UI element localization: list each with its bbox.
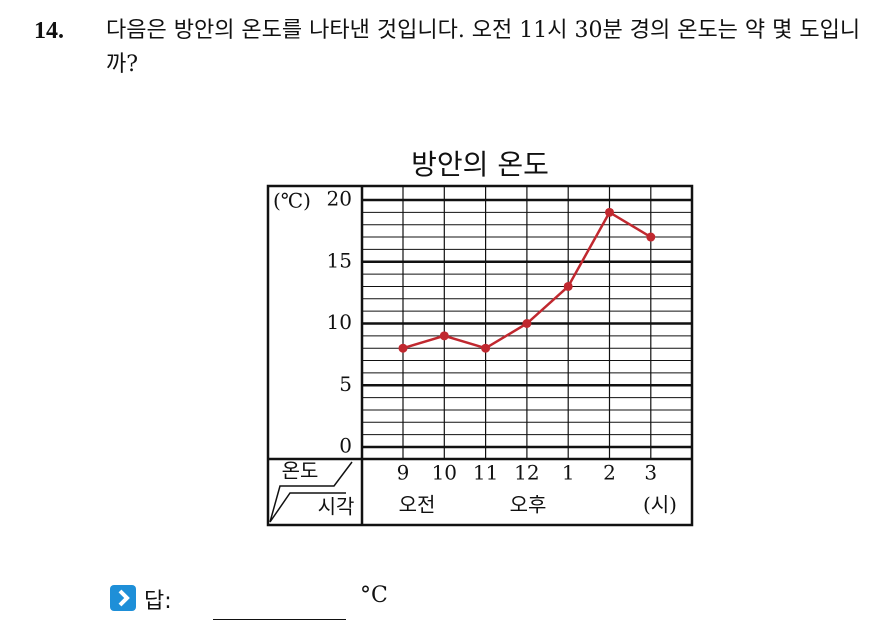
chart-title: 방안의 온도: [411, 148, 549, 181]
point: [605, 207, 614, 217]
answer-icon: [110, 585, 136, 611]
point: [398, 343, 408, 353]
answer-label: 답:: [144, 589, 172, 614]
x-tick-label: 3: [644, 461, 657, 485]
point: [439, 331, 449, 341]
x-tick-label: 1: [562, 461, 575, 485]
y-tick-label: 5: [339, 372, 352, 396]
corner-bottom: 시각: [318, 495, 355, 519]
y-unit: (℃): [273, 189, 311, 213]
period-label: (시): [643, 493, 677, 517]
y-tick-label: 15: [327, 248, 352, 272]
corner-slash: [269, 461, 353, 523]
x-tick-label: 2: [603, 461, 616, 485]
corner-top: 온도: [282, 459, 319, 483]
point: [646, 232, 656, 242]
x-tick-label: 10: [432, 461, 457, 485]
point: [563, 281, 573, 291]
answer-blank: [213, 619, 346, 620]
x-tick-label: 9: [397, 461, 410, 485]
y-tick-label: 20: [327, 187, 352, 211]
x-tick-label: 11: [473, 461, 498, 485]
y-tick-label: 0: [339, 434, 352, 458]
question-number: 14.: [34, 18, 64, 44]
y-tick-label: 10: [327, 310, 352, 334]
x-tick-label: 12: [514, 461, 539, 485]
point: [481, 343, 491, 353]
question-text: 다음은 방안의 온도를 나타낸 것입니다. 오전 11시 30분 경의 온도는 …: [106, 18, 861, 77]
point: [522, 319, 532, 328]
period-label: 오후: [510, 493, 547, 517]
answer-unit: °C: [360, 583, 388, 608]
frame: [266, 184, 694, 527]
period-label: 오전: [399, 493, 436, 517]
